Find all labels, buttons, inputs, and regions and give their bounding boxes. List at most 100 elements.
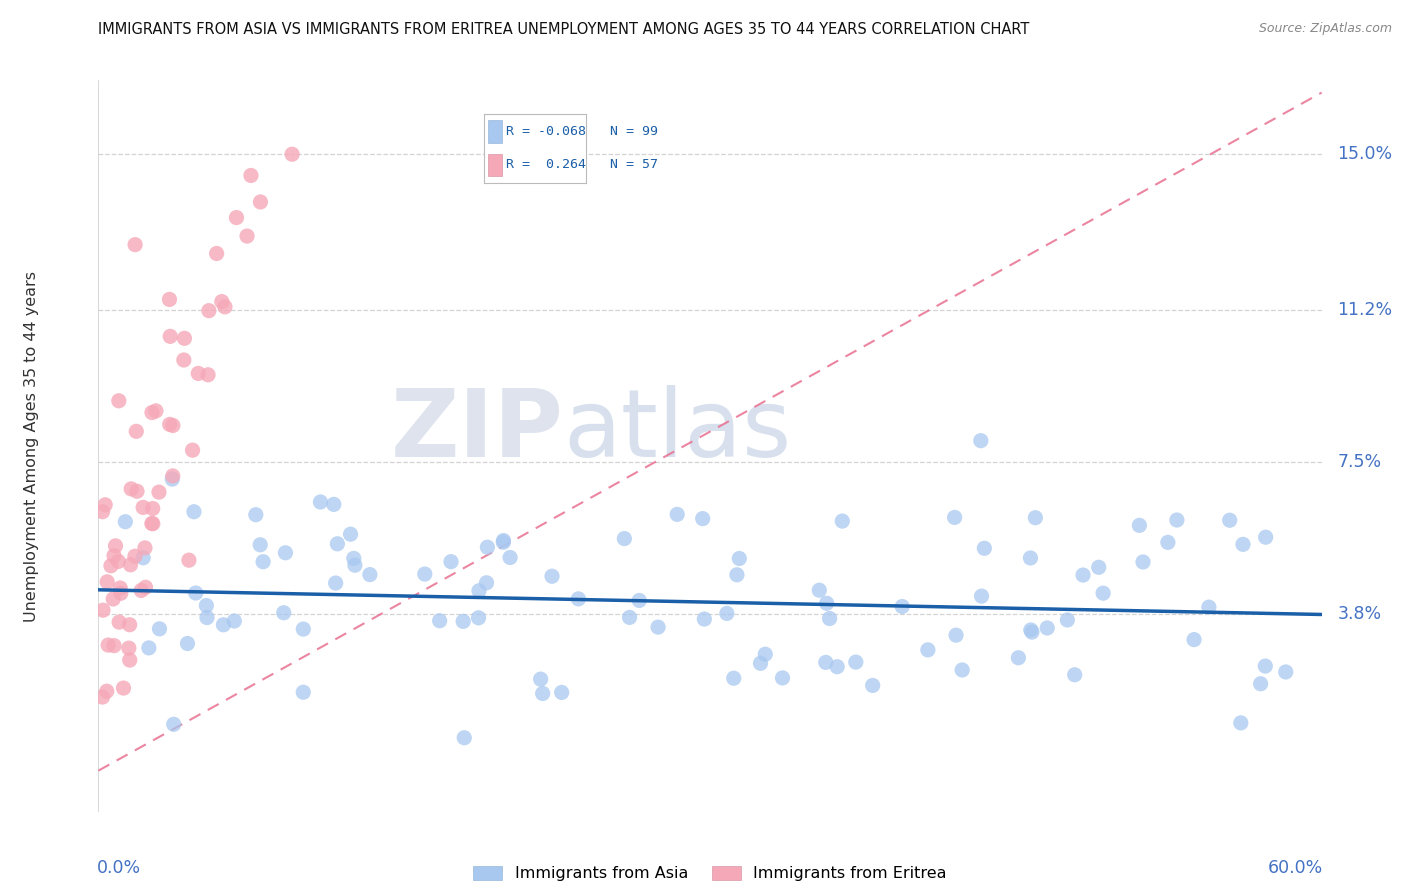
Point [325, 576, 347, 591]
Point [100, 558, 122, 573]
Point [132, 550, 155, 565]
Point [141, 405, 163, 419]
Point [292, 685, 315, 699]
Point [114, 515, 136, 529]
Point [343, 551, 366, 566]
Point [1166, 513, 1188, 527]
Point [187, 367, 209, 381]
Point [808, 583, 831, 598]
Point [326, 537, 349, 551]
Point [1071, 568, 1094, 582]
Point [1254, 659, 1277, 673]
Point [162, 472, 184, 486]
Point [252, 555, 274, 569]
Point [112, 681, 135, 695]
Point [628, 593, 651, 607]
Point [943, 510, 966, 524]
Point [530, 672, 553, 686]
Point [666, 508, 689, 522]
Point [292, 622, 315, 636]
Point [818, 611, 841, 625]
Point [309, 495, 332, 509]
Point [249, 538, 271, 552]
Point [749, 657, 772, 671]
Point [468, 583, 491, 598]
Point [567, 591, 589, 606]
Point [1024, 510, 1046, 524]
Point [195, 599, 218, 613]
Point [1254, 530, 1277, 544]
Point [814, 656, 837, 670]
Point [845, 655, 868, 669]
Point [1157, 535, 1180, 549]
Point [145, 404, 167, 418]
Point [132, 500, 155, 515]
Point [108, 393, 131, 408]
Point [499, 550, 522, 565]
Point [134, 541, 156, 555]
Point [1063, 667, 1085, 681]
Point [1250, 677, 1272, 691]
Point [120, 558, 142, 572]
Text: atlas: atlas [564, 385, 792, 477]
Point [129, 583, 152, 598]
Text: Source: ZipAtlas.com: Source: ZipAtlas.com [1258, 22, 1392, 36]
Point [728, 551, 751, 566]
Bar [488, 120, 502, 143]
Point [1219, 513, 1241, 527]
Point [125, 484, 148, 499]
Point [118, 617, 141, 632]
Point [815, 596, 838, 610]
Point [118, 641, 141, 656]
Point [891, 599, 914, 614]
Point [96, 684, 118, 698]
Point [212, 617, 235, 632]
Point [467, 611, 489, 625]
Point [177, 553, 200, 567]
Point [148, 622, 170, 636]
Point [176, 636, 198, 650]
Point [693, 612, 716, 626]
Point [725, 567, 748, 582]
Point [91, 505, 114, 519]
Point [138, 640, 160, 655]
Point [173, 331, 195, 345]
Point [692, 511, 714, 525]
Point [163, 717, 186, 731]
Point [613, 532, 636, 546]
Point [108, 615, 131, 629]
Point [159, 329, 181, 343]
Text: ZIP: ZIP [391, 385, 564, 477]
Point [1019, 551, 1042, 566]
Point [339, 527, 361, 541]
Point [281, 147, 304, 161]
Point [492, 533, 515, 548]
Point [159, 293, 181, 307]
Point [103, 639, 125, 653]
Text: 7.5%: 7.5% [1337, 453, 1382, 472]
Point [453, 731, 475, 745]
Point [184, 586, 207, 600]
Point [647, 620, 669, 634]
Point [211, 294, 233, 309]
Point [148, 485, 170, 500]
Point [173, 353, 195, 368]
Point [104, 539, 127, 553]
Legend: Immigrants from Asia, Immigrants from Eritrea: Immigrants from Asia, Immigrants from Er… [467, 860, 953, 888]
Point [1087, 560, 1109, 574]
Point [531, 686, 554, 700]
Text: 3.8%: 3.8% [1337, 606, 1382, 624]
Text: 0.0%: 0.0% [97, 859, 142, 877]
Point [772, 671, 794, 685]
Point [183, 505, 205, 519]
Point [541, 569, 564, 583]
Point [359, 567, 381, 582]
Point [973, 541, 995, 556]
Point [198, 303, 221, 318]
Point [825, 659, 848, 673]
Point [120, 482, 142, 496]
Point [214, 300, 236, 314]
Point [862, 678, 884, 692]
Point [162, 469, 184, 483]
Point [91, 690, 114, 704]
